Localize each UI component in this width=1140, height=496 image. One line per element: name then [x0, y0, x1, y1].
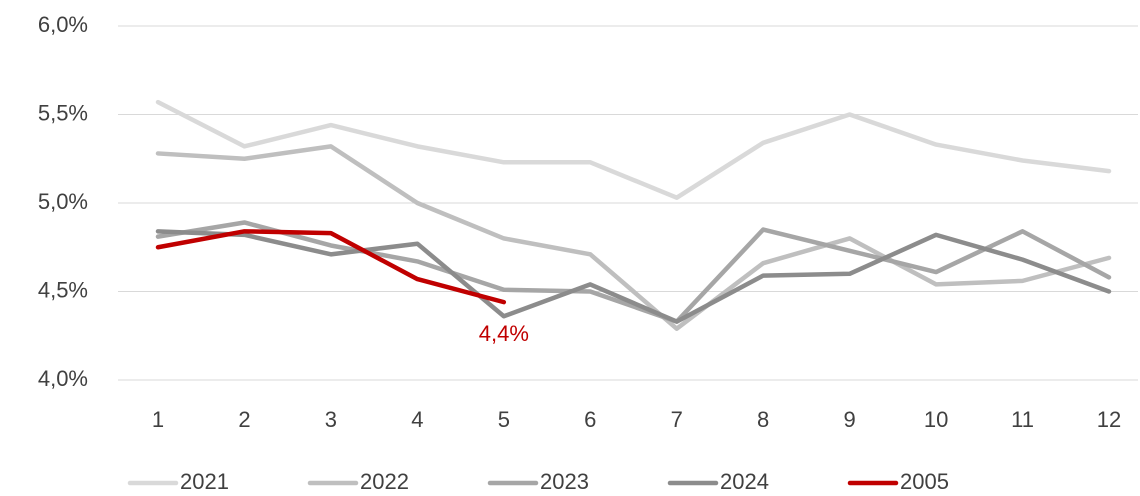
x-tick-label: 12 [1097, 407, 1121, 432]
x-tick-label: 6 [584, 407, 596, 432]
y-tick-label: 5,0% [38, 189, 88, 214]
x-tick-label: 11 [1011, 407, 1034, 432]
legend-label: 2005 [900, 469, 949, 494]
y-tick-label: 4,0% [38, 366, 88, 391]
y-tick-label: 6,0% [38, 12, 88, 37]
data-label: 4,4% [479, 321, 529, 346]
series-line [155, 220, 1112, 324]
legend-label: 2023 [540, 469, 589, 494]
legend-label: 2021 [180, 469, 229, 494]
series-line [155, 229, 1112, 324]
x-tick-label: 3 [325, 407, 337, 432]
x-tick-label: 10 [924, 407, 948, 432]
x-tick-label: 8 [757, 407, 769, 432]
x-tick-label: 7 [671, 407, 683, 432]
x-tick-label: 2 [238, 407, 250, 432]
y-tick-label: 4,5% [38, 277, 88, 302]
series-line [155, 144, 1112, 331]
x-tick-label: 1 [152, 407, 164, 432]
legend-label: 2022 [360, 469, 409, 494]
y-tick-label: 5,5% [38, 100, 88, 125]
series-line [155, 99, 1112, 200]
legend-label: 2024 [720, 469, 769, 494]
x-tick-label: 4 [411, 407, 423, 432]
x-tick-label: 9 [844, 407, 856, 432]
series-line [155, 229, 507, 305]
x-tick-label: 5 [498, 407, 510, 432]
